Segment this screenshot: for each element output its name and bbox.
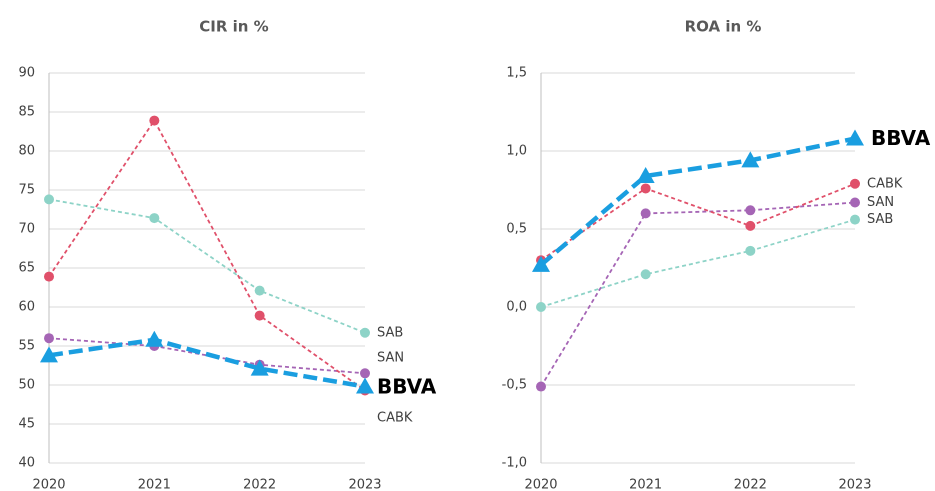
- y-tick-label: 40: [18, 456, 35, 471]
- y-tick-label: -1,0: [502, 456, 527, 471]
- series-label: SAB: [377, 326, 403, 341]
- series-line: [539, 136, 856, 267]
- series-label: SAB: [867, 212, 893, 227]
- marker: [254, 285, 265, 296]
- marker: [640, 269, 651, 280]
- y-tick-label: 70: [18, 222, 35, 237]
- series-line: [540, 182, 856, 261]
- marker: [44, 271, 54, 282]
- series-line: [48, 337, 366, 375]
- series-line: [48, 337, 366, 389]
- marker: [44, 333, 54, 344]
- marker: [850, 214, 860, 225]
- chart-title: CIR in %: [199, 18, 268, 36]
- marker: [250, 359, 269, 376]
- series-label: SAN: [867, 195, 894, 210]
- marker: [850, 178, 860, 189]
- marker: [145, 330, 164, 347]
- x-tick-label: 2022: [734, 478, 767, 491]
- y-tick-label: 0,0: [506, 300, 527, 315]
- marker: [532, 255, 550, 272]
- marker: [636, 166, 655, 183]
- series-label: BBVA: [871, 126, 931, 150]
- y-tick-label: 50: [18, 378, 35, 393]
- x-tick-label: 2023: [838, 478, 871, 491]
- y-tick-label: 65: [18, 261, 35, 276]
- marker: [356, 377, 374, 394]
- y-tick-label: 1,0: [506, 144, 527, 159]
- marker: [149, 213, 160, 224]
- x-tick-label: 2023: [348, 478, 381, 491]
- series-label: CABK: [867, 176, 903, 191]
- y-tick-label: 0,5: [506, 222, 527, 237]
- marker: [536, 302, 546, 312]
- y-tick-label: 80: [18, 144, 35, 159]
- marker: [536, 381, 546, 392]
- x-tick-label: 2021: [629, 478, 662, 491]
- marker: [149, 115, 160, 126]
- x-tick-label: 2022: [243, 478, 276, 491]
- y-tick-label: 45: [18, 417, 35, 432]
- marker: [640, 183, 651, 194]
- y-tick-label: 1,5: [506, 66, 527, 81]
- marker: [254, 310, 265, 321]
- y-tick-label: 85: [18, 105, 35, 120]
- x-tick-label: 2021: [138, 478, 171, 491]
- series-line: [540, 218, 856, 308]
- marker: [745, 205, 756, 216]
- y-tick-label: -0,5: [502, 378, 527, 393]
- x-tick-label: 2020: [524, 478, 557, 491]
- marker: [40, 346, 58, 363]
- series-line: [540, 201, 856, 388]
- series-label: CABK: [377, 411, 413, 426]
- x-tick-label: 2020: [32, 478, 65, 491]
- marker: [360, 327, 370, 338]
- y-tick-label: 60: [18, 300, 35, 315]
- marker: [360, 368, 370, 379]
- marker: [846, 129, 864, 146]
- marker: [850, 197, 860, 208]
- series-label: SAN: [377, 351, 404, 366]
- marker: [44, 194, 54, 205]
- y-tick-label: 90: [18, 66, 35, 81]
- y-tick-label: 55: [18, 339, 35, 354]
- marker: [741, 151, 760, 168]
- marker: [745, 220, 756, 231]
- series-line: [48, 198, 366, 334]
- series-line: [48, 118, 366, 392]
- chart-title: ROA in %: [685, 18, 762, 36]
- marker: [745, 245, 756, 256]
- marker: [640, 208, 651, 219]
- y-tick-label: 75: [18, 183, 35, 198]
- series-label: BBVA: [377, 375, 437, 399]
